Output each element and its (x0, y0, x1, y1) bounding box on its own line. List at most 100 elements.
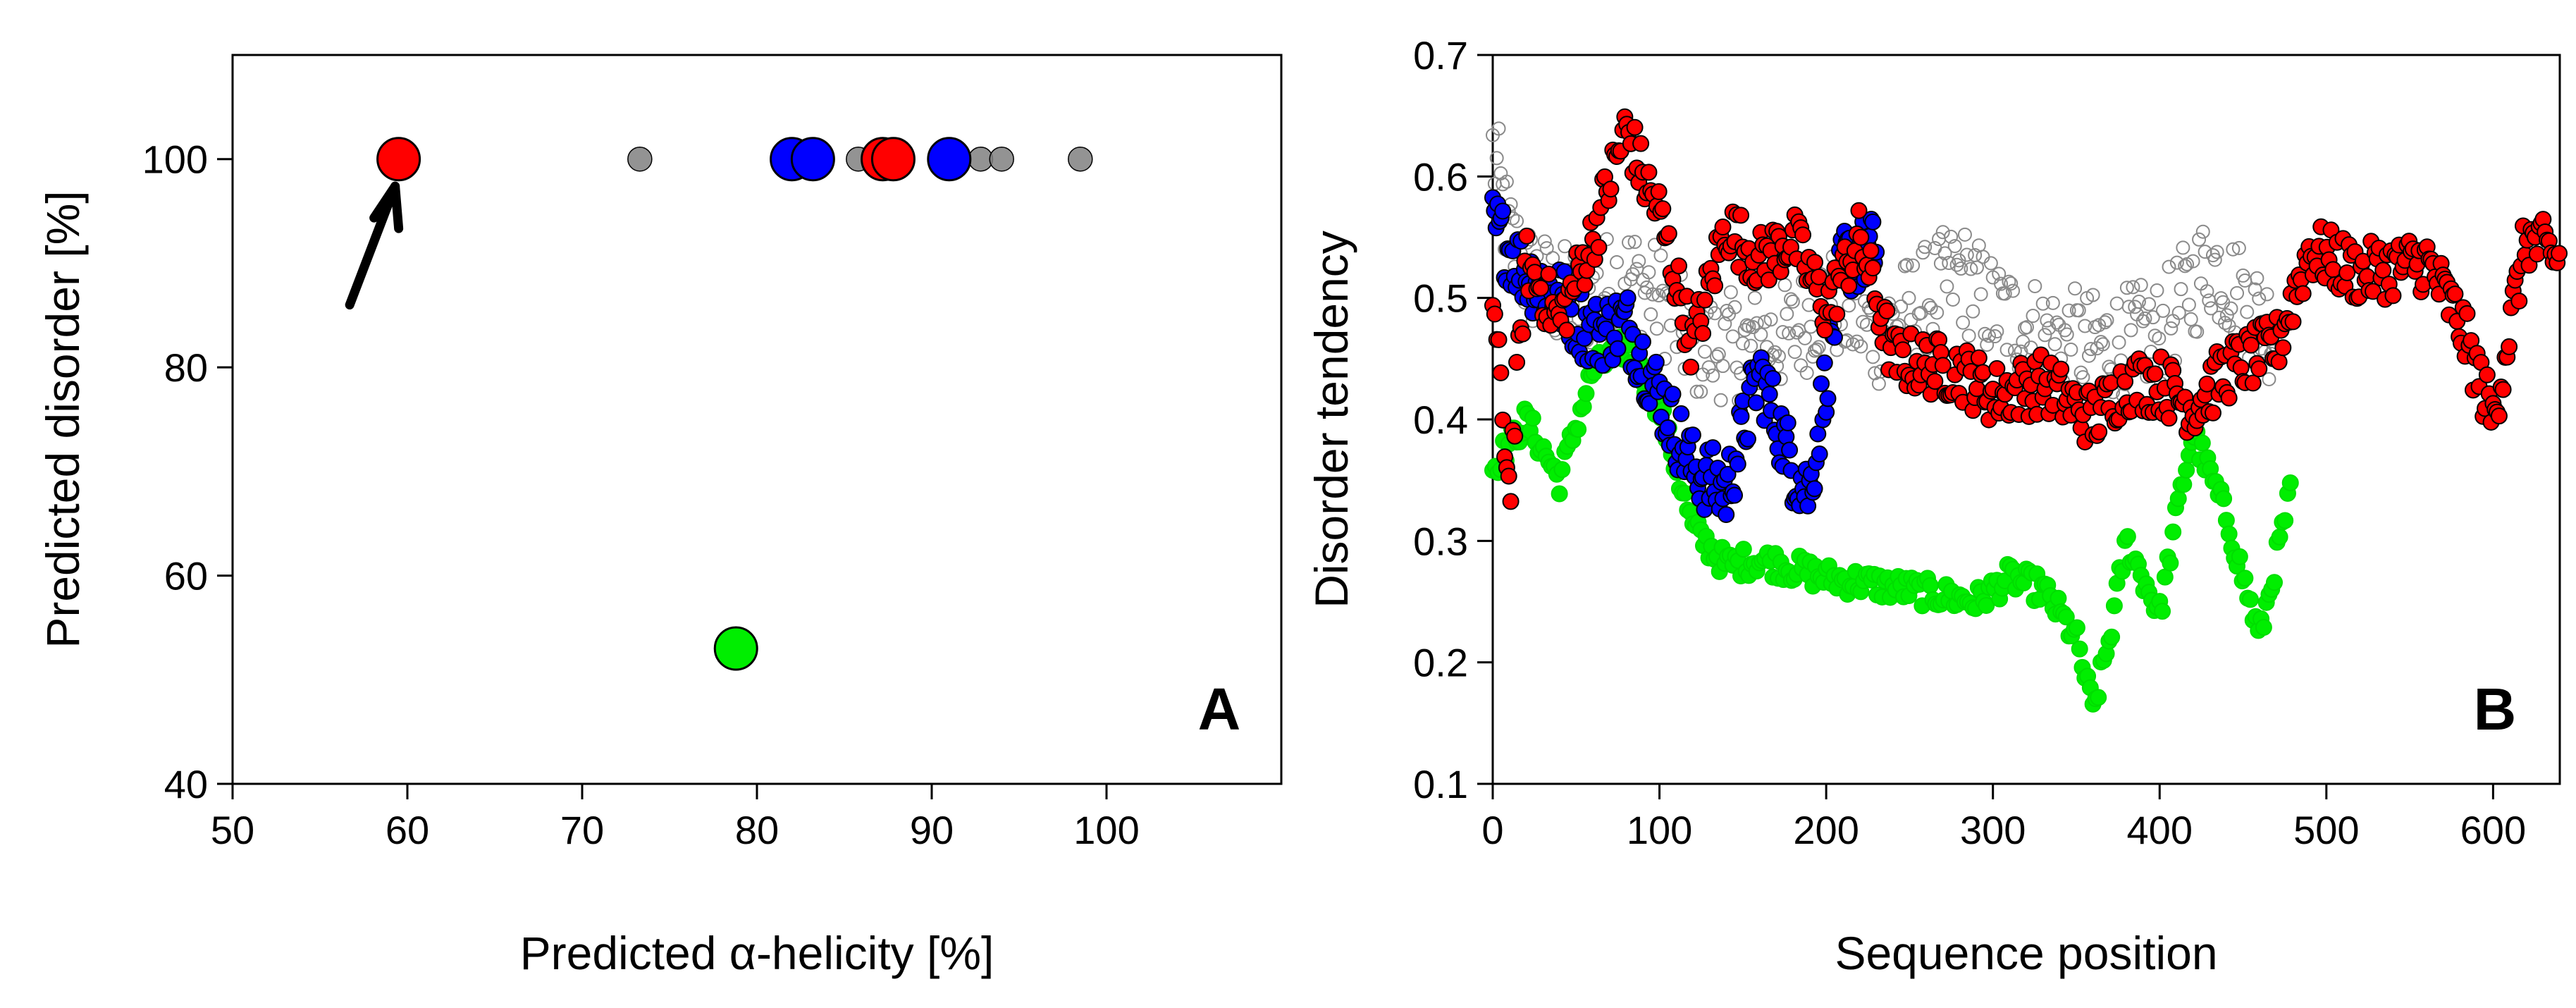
b-y-tick-label: 0.3 (1413, 519, 1468, 563)
panel-b-gray-point (2093, 335, 2108, 350)
panel-b-gray-point (1782, 326, 1797, 340)
panel-b-gray-point (1930, 305, 1945, 320)
panel-b-gray-point (2252, 291, 2267, 306)
panel-b-gray-point (1976, 250, 1990, 264)
a-y-tick-label: 80 (164, 345, 208, 390)
panel-b-gray-point (2078, 319, 2093, 333)
panel-b-green-point (1553, 461, 1571, 479)
panel-b-red-point (2365, 283, 2382, 300)
panel-b-red-point (1810, 268, 1828, 285)
panel-b-gray-point (1906, 258, 1921, 273)
panel-b-green-point (1734, 541, 1752, 558)
panel-b-gray-point (2081, 348, 2096, 363)
panel-b-gray-point (2164, 321, 2178, 336)
panel-b-red-point (1926, 372, 1944, 390)
panel-b-gray-point (1499, 174, 1514, 189)
panel-b-blue-point (1659, 419, 1677, 436)
panel-b-gray-point (1780, 307, 1794, 321)
a-x-tick-label: 100 (1073, 808, 1139, 852)
panel-b-gray-point (1747, 290, 1762, 305)
panel-b-gray-point (1961, 328, 1976, 343)
panel-b-gray-point (2028, 278, 2042, 293)
panel-b-axes: 0 100 200 300 400 500 600 0.1 0.2 0.3 0.4 0.5 0.6 0.7 (1413, 33, 2526, 852)
panel-b-gray-point (2169, 255, 2184, 270)
panel-b-gray-point (1727, 300, 1742, 314)
panel-b-red-point (2204, 404, 2221, 422)
panel-b-blue-point (1813, 375, 1830, 393)
panel-b-gray-point (2059, 327, 2074, 342)
panel-b-red-point (1640, 164, 1658, 181)
panel-b-gray-point (1622, 235, 1637, 250)
panel-b-gray-point (1775, 325, 1790, 340)
panel-b-blue-point (1806, 480, 1823, 498)
panel-b-red-point (1840, 277, 1858, 295)
arrow-shaft (345, 181, 400, 310)
panel-b-blue-point (1634, 333, 1651, 350)
panel-b-gray-point (1937, 246, 1952, 261)
panel-b-gray-point (1959, 247, 1974, 262)
panel-b-gray-point (1510, 214, 1524, 228)
panel-b-gray-point (2195, 224, 2210, 239)
panel-b-red-point (2458, 305, 2476, 322)
panel-b-gray-point (2142, 297, 2157, 312)
panel-b-gray-point (2109, 296, 2124, 311)
panel-b-gray-point (1653, 248, 1668, 263)
panel-b-gray-point (1787, 345, 1802, 359)
panel-b-blue-point (1704, 439, 1722, 457)
panel-b-gray-point (1644, 307, 1658, 321)
panel-b-red-point (2494, 381, 2512, 398)
panel-b-gray-point (1921, 298, 1936, 313)
panel-b-blue-point (1641, 395, 1658, 412)
panel-b-gray-point (1799, 365, 1814, 380)
panel-b-gray-point (2038, 328, 2052, 343)
panel-b-red-point (1486, 305, 1503, 323)
panel-b-green-point (2217, 512, 2235, 529)
panel-b-blue-point (1609, 340, 1627, 357)
panel-b-blue-point (1684, 426, 1701, 444)
panel-b-gray-point (1558, 239, 1572, 254)
panel-b-gray-point (1897, 259, 1912, 273)
panel-b-red-point (1500, 467, 1517, 485)
panel-b-red-point (2284, 313, 2302, 331)
b-y-tick-label: 0.6 (1413, 154, 1468, 199)
panel-b-gray-point (2045, 295, 2060, 310)
panel-b-gray-point (1610, 254, 1625, 269)
panel-b-red-point (2270, 353, 2288, 371)
panel-b-blue-point (1672, 405, 1690, 422)
panel-b-red-point (2501, 338, 2518, 355)
a-x-tick-label: 50 (211, 808, 254, 852)
panel-b-green-point (2281, 474, 2299, 491)
panel-b-red-point (1590, 238, 1608, 256)
panel-b-gray-point (2171, 305, 2186, 320)
panel-b-gray-point (1649, 321, 1664, 336)
panel-b-gray-point (1496, 177, 1510, 192)
panel-a-gray-point (627, 146, 653, 172)
panel-b-red-point (1494, 411, 1512, 429)
panel-b-gray-point (1969, 260, 1984, 275)
panel-b-red-point (1492, 364, 1510, 381)
panel-b-gray-point (2064, 342, 2078, 357)
panel-b-gray-point (1758, 314, 1773, 329)
panel-b-blue-point (1647, 353, 1665, 371)
a-y-tick-label: 40 (164, 762, 208, 806)
panel-b-red-point (2146, 365, 2164, 383)
panel-b-green-point (2071, 640, 2088, 658)
panel-b-red-point (1706, 277, 1724, 295)
panel-b-gray-point (2026, 309, 2040, 324)
a-x-tick-label: 60 (386, 808, 429, 852)
panel-b-gray-point (1956, 315, 1971, 330)
panel-b-gray-point (2083, 342, 2098, 357)
panel-b-gray-point (1735, 336, 1750, 351)
panel-b-red-point (1864, 259, 1882, 277)
panel-b-green-point (2164, 523, 2182, 541)
panel-b-red-point (1988, 359, 2006, 377)
panel-b-gray-point (2040, 313, 2054, 328)
panel-b-gray-point (2231, 240, 2246, 255)
panel-b-gray-point (1491, 121, 1506, 136)
panel-b-green-point (2119, 528, 2136, 546)
panel-b-red-point (1806, 254, 1824, 271)
panel-b-red-point (1532, 279, 1550, 297)
panel-b-gray-point (2002, 274, 2016, 289)
panel-b-gray-point (2068, 281, 2083, 296)
panel-b-points (1484, 108, 2568, 713)
